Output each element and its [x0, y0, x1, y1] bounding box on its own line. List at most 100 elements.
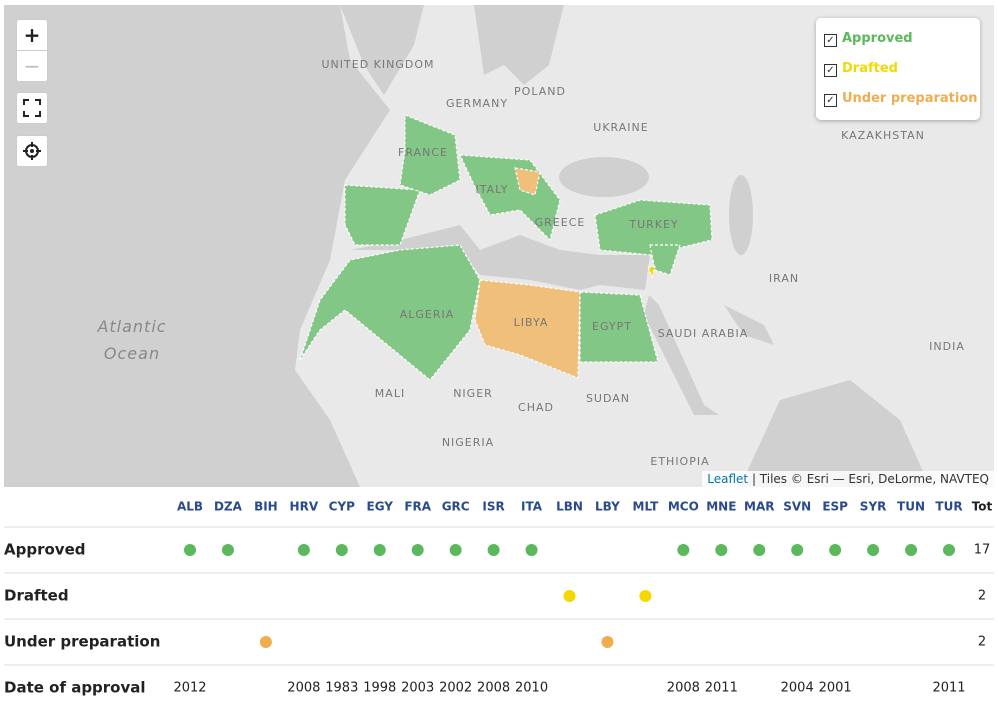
- map-label: MALI: [375, 387, 405, 400]
- zoom-out[interactable]: −: [16, 50, 48, 82]
- status-dot: [449, 544, 462, 556]
- map-tiles: UNITED KINGDOM GERMANY POLAND UKRAINE KA…: [4, 5, 965, 487]
- row-label: Under preparation: [4, 633, 160, 651]
- column-header: MNE: [706, 500, 736, 514]
- status-dot: [184, 544, 196, 556]
- approval-date: 2004: [781, 681, 814, 696]
- map-label: POLAND: [514, 85, 566, 98]
- map-label: TURKEY: [628, 218, 678, 231]
- status-dot: [487, 544, 500, 556]
- column-header: LBN: [556, 500, 583, 514]
- approval-date: 2012: [173, 681, 206, 696]
- attribution: Leaflet | Tiles © Esri — Esri, DeLorme, …: [702, 471, 994, 487]
- column-header: TUR: [935, 500, 962, 514]
- attribution-link[interactable]: Leaflet: [707, 472, 749, 486]
- map-label: KAZAKHSTAN: [841, 129, 925, 142]
- status-dot: [297, 544, 310, 556]
- map-label: UKRAINE: [593, 121, 648, 134]
- status-dot: [259, 636, 272, 648]
- approval-date: 1998: [363, 681, 396, 696]
- zoom-in[interactable]: +: [16, 19, 48, 51]
- status-table: ALB DZA BIH HRV CYP EGY FRA GRC ISR ITA LBN LBY MLT M…: [4, 500, 994, 697]
- column-header: CYP: [329, 500, 355, 514]
- legend-label: Under preparation: [842, 91, 978, 106]
- row-total: 17: [974, 543, 991, 558]
- legend-item[interactable]: ✓ Approved: [824, 31, 913, 47]
- map-label: SUDAN: [586, 392, 630, 405]
- approval-date: 2008: [287, 681, 320, 696]
- countries: [299, 114, 713, 381]
- approval-date: 2002: [439, 681, 472, 696]
- status-dot: [791, 544, 804, 556]
- legend-checkbox[interactable]: ✓: [824, 34, 837, 47]
- status-dot: [563, 590, 576, 602]
- status-dot: [525, 544, 538, 556]
- status-dot: [753, 544, 766, 556]
- approval-date: 2011: [705, 681, 738, 696]
- column-header: MLT: [633, 500, 660, 514]
- map-label: ITALY: [475, 183, 508, 196]
- map-label: FRANCE: [398, 146, 448, 159]
- map-label: EGYPT: [592, 320, 632, 333]
- legend-item[interactable]: ✓ Under preparation: [824, 91, 978, 107]
- legend-checkbox[interactable]: ✓: [824, 64, 837, 77]
- column-header: TUN: [897, 500, 925, 514]
- status-dot: [411, 544, 424, 556]
- map-label: UNITED KINGDOM: [322, 58, 435, 71]
- column-header: ESP: [822, 500, 848, 514]
- status-dot: [677, 544, 690, 556]
- column-header: MCO: [668, 500, 699, 514]
- status-dot: [715, 544, 728, 556]
- map-label: ALGERIA: [400, 308, 455, 321]
- legend: ✓ Approved ✓ Drafted ✓ Under preparation: [816, 18, 980, 120]
- approval-date: 2008: [477, 681, 510, 696]
- attribution-text: | Tiles © Esri — Esri, DeLorme, NAVTEQ: [748, 472, 989, 486]
- legend-checkbox[interactable]: ✓: [824, 94, 837, 107]
- map-label: LIBYA: [514, 316, 549, 329]
- legend-label: Drafted: [842, 61, 898, 76]
- map-label: SAUDI ARABIA: [658, 327, 749, 340]
- row-label: Date of approval: [4, 679, 146, 697]
- fullscreen[interactable]: [16, 92, 48, 124]
- status-dot: [829, 544, 842, 556]
- status-dot: [601, 636, 614, 648]
- row-label: Drafted: [4, 587, 69, 605]
- legend-item[interactable]: ✓ Drafted: [824, 61, 898, 77]
- legend-label: Approved: [842, 31, 913, 46]
- locate[interactable]: [16, 135, 48, 167]
- map-label: NIGER: [453, 387, 493, 400]
- approval-date: 2003: [401, 681, 434, 696]
- sea: [4, 5, 930, 487]
- status-dot: [639, 590, 652, 602]
- approval-date: 2010: [515, 681, 548, 696]
- column-header: ISR: [482, 500, 504, 514]
- map-labels: UNITED KINGDOM GERMANY POLAND UKRAINE KA…: [322, 58, 965, 468]
- column-header: DZA: [214, 500, 243, 514]
- total-header: Tot: [972, 500, 993, 514]
- status-dot: [221, 544, 234, 556]
- map[interactable]: UNITED KINGDOM GERMANY POLAND UKRAINE KA…: [4, 5, 994, 487]
- column-header: SYR: [860, 500, 887, 514]
- map-label: IRAN: [769, 272, 799, 285]
- approval-date: 2008: [667, 681, 700, 696]
- column-header: SVN: [783, 500, 811, 514]
- approval-date: 2011: [932, 681, 965, 696]
- ocean-label-box: Atlantic Ocean: [97, 317, 165, 363]
- column-header: ITA: [521, 500, 543, 514]
- column-header: LBY: [595, 500, 620, 514]
- column-header: FRA: [404, 500, 431, 514]
- column-header: MAR: [744, 500, 774, 514]
- column-header: GRC: [442, 500, 470, 514]
- approval-date: 2001: [819, 681, 852, 696]
- status-dot: [373, 544, 386, 556]
- status-dot: [867, 544, 880, 556]
- column-header: HRV: [290, 500, 319, 514]
- status-dot: [905, 544, 918, 556]
- map-label: GERMANY: [446, 97, 508, 110]
- map-label: INDIA: [929, 340, 965, 353]
- map-label: GREECE: [535, 216, 586, 229]
- row-label: Approved: [4, 541, 85, 559]
- row-total: 2: [978, 635, 986, 650]
- approval-date: 1983: [325, 681, 358, 696]
- column-header: EGY: [367, 500, 394, 514]
